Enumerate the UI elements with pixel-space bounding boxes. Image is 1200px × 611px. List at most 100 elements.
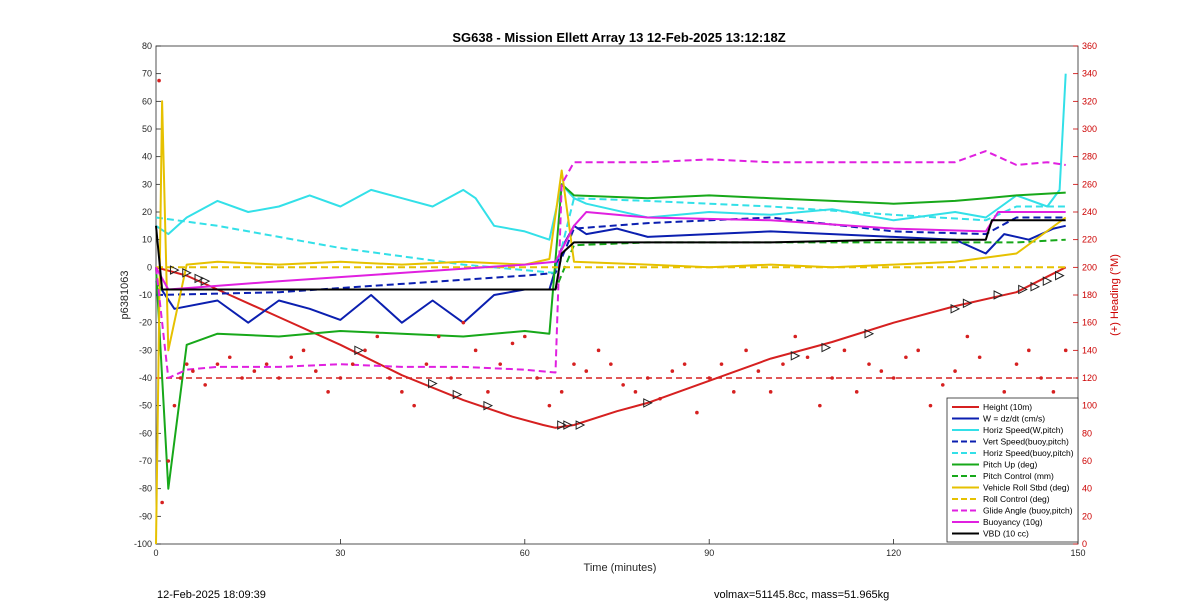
- heading-point: [338, 376, 343, 380]
- x-tick-label: 120: [886, 548, 901, 558]
- heading-point: [818, 403, 822, 408]
- heading-point: [375, 334, 380, 339]
- heading-point: [535, 376, 539, 380]
- y-tick-label: -80: [139, 484, 152, 494]
- heading-point: [1051, 390, 1056, 394]
- y-right-tick-label: 160: [1082, 318, 1097, 328]
- legend: Height (10m)W = dz/dt (cm/s)Horiz Speed(…: [946, 397, 1079, 543]
- y-tick-label: 40: [142, 152, 152, 162]
- x-tick-label: 60: [520, 548, 530, 558]
- heading-point: [928, 403, 933, 408]
- y-tick-label: 0: [147, 262, 152, 272]
- y-tick-label: 10: [142, 235, 152, 245]
- height-marker: [1055, 270, 1065, 281]
- height-marker: [643, 398, 653, 408]
- heading-point: [584, 369, 589, 373]
- heading-point: [486, 390, 490, 394]
- heading-point: [301, 348, 306, 353]
- heading-point: [916, 348, 920, 353]
- legend-entry: Buoyancy (10g): [983, 517, 1043, 527]
- plot-area: 0 30 60 90 120 15080706050403020100-10-20-30-…: [134, 41, 1097, 558]
- heading-point: [510, 341, 515, 346]
- y-right-tick-label: 260: [1082, 179, 1097, 189]
- heading-point: [953, 369, 957, 373]
- heading-point: [1014, 362, 1019, 366]
- y-right-tick-label: 120: [1082, 373, 1097, 383]
- height-marker: [200, 276, 211, 286]
- heading-point: [621, 383, 625, 387]
- y-tick-label: -30: [139, 345, 152, 355]
- legend-entry: Horiz Speed(W,pitch): [983, 425, 1063, 435]
- y-tick-label: -60: [139, 428, 152, 438]
- axes-box: [155, 45, 1079, 545]
- y-right-tick-label: 220: [1082, 235, 1097, 245]
- y-right-tick-label: 40: [1082, 484, 1092, 494]
- heading-point: [633, 390, 638, 394]
- heading-point: [498, 362, 503, 366]
- heading-point: [682, 362, 687, 366]
- legend-entry: Vehicle Roll Stbd (deg): [983, 483, 1070, 493]
- heading-point: [658, 396, 662, 401]
- heading-point: [842, 348, 847, 353]
- heading-point: [830, 376, 834, 380]
- y-right-tick-label: 80: [1082, 428, 1092, 438]
- heading-point: [203, 383, 207, 387]
- heading-point: [781, 362, 785, 366]
- height-marker: [950, 304, 961, 314]
- height-marker: [1042, 276, 1053, 286]
- height-marker: [452, 389, 463, 400]
- heading-point: [160, 500, 164, 505]
- heading-point: [184, 362, 189, 366]
- height-marker: [790, 351, 801, 361]
- series-line-5: [155, 183, 1066, 490]
- heading-point: [867, 362, 871, 366]
- legend-entry: Pitch Control (mm): [983, 471, 1054, 481]
- heading-point: [191, 369, 195, 373]
- heading-point: [473, 348, 478, 353]
- heading-point: [215, 362, 220, 366]
- heading-point: [172, 403, 177, 408]
- heading-point: [572, 362, 576, 366]
- legend-entry: VBD (10 cc): [983, 529, 1029, 539]
- heading-point: [449, 376, 453, 380]
- heading-point: [157, 78, 161, 83]
- height-marker: [354, 345, 364, 356]
- y-right-tick-label: 20: [1082, 511, 1092, 521]
- footer-timestamp: 12-Feb-2025 18:09:39: [157, 589, 266, 601]
- heading-point: [412, 403, 416, 408]
- x-tick-label: 0: [153, 548, 158, 558]
- heading-point: [879, 369, 884, 373]
- series-line-11: [155, 219, 1066, 291]
- x-tick-label: 150: [1070, 548, 1085, 558]
- heading-point: [350, 362, 355, 366]
- y-tick-label: 80: [142, 41, 152, 51]
- y-axis-right-label: (+) Heading (°M): [1109, 254, 1121, 336]
- heading-point: [670, 369, 675, 373]
- heading-point: [227, 355, 232, 360]
- y-axis-label: p6381063: [119, 271, 131, 320]
- heading-point: [719, 362, 724, 366]
- y-right-tick-label: 360: [1082, 41, 1097, 51]
- heading-point: [252, 369, 257, 373]
- height-marker: [1030, 281, 1041, 292]
- series-line-4: [155, 197, 1066, 274]
- height-marker: [563, 420, 573, 430]
- height-marker: [428, 378, 438, 389]
- legend-entry: Glide Angle (buoy,pitch): [983, 506, 1073, 516]
- y-tick-label: -40: [139, 373, 152, 383]
- heading-point: [1002, 390, 1007, 394]
- y-tick-label: 50: [142, 124, 152, 134]
- heading-point: [744, 348, 748, 353]
- series-line-10: [155, 211, 1066, 291]
- heading-point: [523, 334, 527, 339]
- heading-point: [904, 355, 908, 360]
- heading-point: [707, 376, 711, 380]
- heading-point: [977, 355, 982, 360]
- height-marker: [557, 420, 567, 430]
- y-right-tick-label: 100: [1082, 401, 1097, 411]
- legend-box: [946, 397, 1079, 543]
- heading-point: [240, 376, 244, 380]
- series-line-7: [155, 100, 1067, 545]
- y-right-tick-label: 0: [1082, 539, 1087, 549]
